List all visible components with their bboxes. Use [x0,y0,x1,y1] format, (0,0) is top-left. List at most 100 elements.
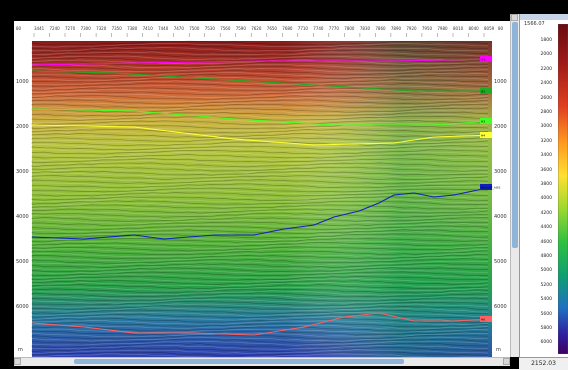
y-tick-label-left: 5000 [16,259,29,265]
colorbar-label: 2000 [540,52,552,58]
reflector-line [31,248,489,253]
reflector-line [31,128,489,134]
reflector-line [31,347,489,353]
reflector-line [31,227,489,233]
horizontal-scrollbar[interactable] [14,357,510,366]
reflector-line [31,111,489,117]
colorbar-label: 4800 [540,254,552,259]
reflector-line [31,160,489,166]
y-tick-label-left: 2000 [16,124,29,130]
horizon-line[interactable] [31,108,493,126]
reflector-line [31,113,489,119]
reflector-line [31,253,489,260]
colorbar-label: 5200 [540,282,552,288]
y-tick-label-right: 1000 [494,79,507,85]
x-tick-label: 7710 [298,26,309,31]
x-tick-label: 7800 [344,26,355,31]
colorbar-label: 2800 [540,110,552,115]
reflector-line [31,334,489,340]
reflector-line [31,318,489,324]
horizon-marker[interactable] [480,88,492,94]
horizon-marker[interactable] [480,56,492,62]
horizon-label: H1 [481,58,485,62]
y-tick-labels: 1000 2000 3000 4000 5000 6000 1000 2000 3000 4000… [16,79,507,353]
horizon-line[interactable] [31,186,493,240]
reflector-line [31,246,488,252]
horizon-marker[interactable] [480,118,492,124]
reflector-line [31,69,489,75]
colorbar-label: 3200 [540,138,552,144]
colorbar-label: 5000 [540,268,552,274]
reflector-line [31,156,489,161]
vertical-scroll-thumb[interactable] [512,22,518,248]
horizon-line[interactable] [31,124,493,146]
y-tick-label-right: 4000 [494,214,507,220]
reflector-line [31,262,489,268]
reflector-line [31,324,489,330]
colorbar-label: 3000 [540,124,552,130]
reflector-line [31,286,489,292]
x-tick-label: 7740 [313,26,324,31]
reflector-line [31,193,489,199]
horizon-label: H2 [481,90,485,94]
x-tick-label: 8059 [484,26,495,31]
reflector-line [31,74,489,79]
reflector-line [31,340,489,346]
reflector-line [31,315,489,322]
x-tick-label: 7270 [65,26,76,31]
horizon-line[interactable] [31,70,492,92]
reflector-line [31,145,489,151]
x-tick-label: 7350 [112,26,123,31]
reflector-line [31,162,489,168]
reflector-line [31,87,489,92]
reflector-line [31,288,489,294]
left-axis [14,33,32,357]
scroll-left-arrow-icon[interactable] [14,358,21,365]
reflector-line [31,338,489,344]
reflector-line [31,179,489,185]
reflector-line [31,72,489,78]
colorbar-label: 5600 [540,311,552,317]
horizontal-scroll-thumb[interactable] [74,359,404,364]
reflector-line [31,158,489,163]
y-tick-label-right: 6000 [494,304,507,310]
reflector-line [31,143,489,149]
reflector-line [31,271,488,277]
colorbar-label: 4200 [540,210,552,216]
horizon-marker[interactable] [480,132,492,138]
reflector-line [31,336,489,342]
colorbar-label: 1800 [540,38,552,43]
horizon-marker[interactable] [480,184,492,190]
scroll-right-arrow-icon[interactable] [503,358,510,365]
x-tick-label: 7650 [267,26,278,31]
x-tick-label: 80 [498,26,504,31]
reflector-line [31,80,489,86]
reflector-line [31,44,489,50]
reflector-line [31,66,489,72]
reflector-line [31,299,489,304]
vertical-scrollbar[interactable] [510,14,519,357]
horizon-line[interactable] [31,312,493,336]
x-tick-label: 7830 [360,26,371,31]
reflector-line [31,120,489,126]
reflector-line [31,55,488,61]
reflector-line [31,303,489,308]
horizon-marker[interactable] [480,316,492,322]
horizon-line[interactable] [31,58,493,66]
x-tick-label: 7920 [406,26,417,31]
scroll-up-arrow-icon[interactable] [511,14,518,21]
reflector-line [31,47,489,52]
x-tick-label: 8010 [453,26,464,31]
reflector-line [31,229,489,235]
reflector-line [31,244,489,250]
horizon-label: H3 [481,120,485,124]
seismic-canvas[interactable]: H1 H2 H3 H4 BaCoLP_hiSS H6 80 3441 7240 7270 7300… [14,21,510,357]
horizon-layer: H1 H2 H3 H4 BaCoLP_hiSS H6 [31,56,500,336]
reflector-line [31,313,489,319]
y-unit-left: m [18,347,23,353]
seismic-section-view[interactable]: H1 H2 H3 H4 BaCoLP_hiSS H6 80 3441 7240 7270 7300… [14,21,510,357]
reflector-line [31,217,489,222]
reflector-line [31,42,489,48]
colorbar-label: 2400 [540,81,552,87]
reflector-line [31,221,489,226]
